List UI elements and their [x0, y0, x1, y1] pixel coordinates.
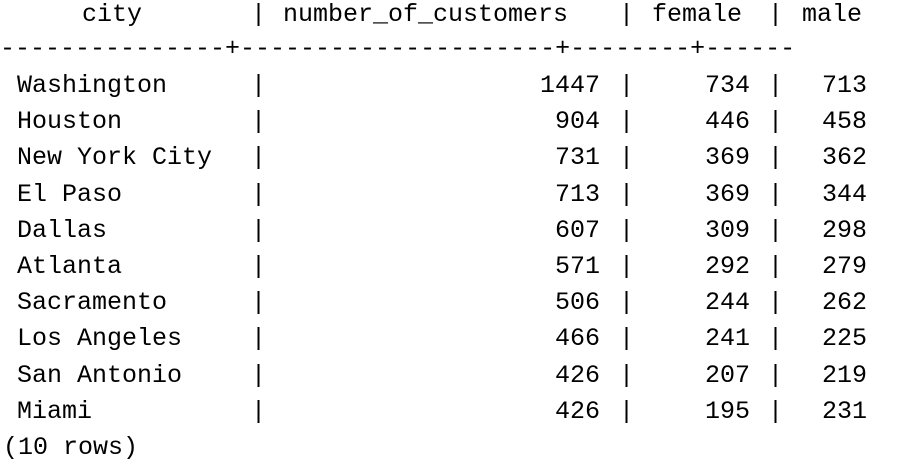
column-separator: | — [619, 360, 635, 390]
cell-city: Miami — [17, 396, 93, 426]
column-separator: | — [619, 288, 635, 318]
header-male: male — [802, 0, 863, 29]
cell-city: Sacramento — [17, 288, 168, 318]
cell-number-of-customers: 506 — [554, 288, 600, 318]
cell-female: 309 — [704, 215, 750, 245]
cell-female: 195 — [704, 396, 750, 426]
cell-male: 225 — [821, 324, 867, 354]
cell-number-of-customers: 1447 — [539, 71, 600, 100]
column-separator: | — [251, 396, 267, 426]
header-city: city — [82, 0, 143, 29]
column-separator: | — [768, 71, 784, 100]
column-separator: | — [619, 0, 635, 29]
cell-male: 219 — [821, 360, 867, 390]
cell-number-of-customers: 713 — [554, 179, 600, 209]
cell-city: Los Angeles — [17, 324, 183, 354]
cell-number-of-customers: 426 — [554, 396, 600, 426]
cell-city: San Antonio — [17, 360, 183, 390]
cell-female: 734 — [704, 71, 750, 100]
cell-number-of-customers: 607 — [554, 215, 600, 245]
column-separator: | — [251, 107, 267, 137]
column-separator: | — [251, 215, 267, 245]
column-separator: | — [251, 360, 267, 390]
row-count-footer: (10 rows) — [3, 433, 139, 462]
column-separator: | — [619, 396, 635, 426]
cell-number-of-customers: 571 — [554, 252, 600, 281]
cell-female: 369 — [704, 143, 750, 173]
cell-female: 369 — [704, 179, 750, 209]
cell-city: New York City — [17, 143, 213, 173]
column-separator: | — [251, 252, 267, 281]
column-separator: | — [251, 71, 267, 100]
cell-number-of-customers: 904 — [554, 107, 600, 137]
column-separator: | — [619, 71, 635, 100]
header-number-of-customers: number_of_customers — [283, 0, 569, 29]
column-separator: | — [619, 215, 635, 245]
column-separator: | — [619, 143, 635, 173]
cell-male: 362 — [821, 143, 867, 173]
column-separator: | — [251, 179, 267, 209]
cell-number-of-customers: 426 — [554, 360, 600, 390]
column-separator: | — [251, 324, 267, 354]
column-separator: | — [619, 252, 635, 281]
column-separator: | — [251, 0, 267, 29]
cell-female: 244 — [704, 288, 750, 318]
cell-city: Dallas — [17, 215, 108, 245]
column-separator: | — [768, 360, 784, 390]
cell-city: Washington — [17, 71, 168, 100]
cell-female: 207 — [704, 360, 750, 390]
column-separator: | — [768, 107, 784, 137]
header-divider: ---------------+---------------------+--… — [0, 34, 796, 63]
cell-male: 279 — [821, 252, 867, 281]
cell-number-of-customers: 731 — [554, 143, 600, 173]
column-separator: | — [768, 143, 784, 173]
cell-female: 292 — [704, 252, 750, 281]
column-separator: | — [251, 288, 267, 318]
column-separator: | — [768, 288, 784, 318]
column-separator: | — [619, 324, 635, 354]
cell-female: 241 — [704, 324, 750, 354]
header-female: female — [652, 0, 743, 29]
cell-male: 262 — [821, 288, 867, 318]
column-separator: | — [768, 396, 784, 426]
cell-male: 713 — [821, 71, 867, 100]
cell-male: 344 — [821, 179, 867, 209]
column-separator: | — [768, 324, 784, 354]
cell-number-of-customers: 466 — [554, 324, 600, 354]
column-separator: | — [768, 215, 784, 245]
column-separator: | — [768, 0, 784, 29]
column-separator: | — [768, 179, 784, 209]
column-separator: | — [251, 143, 267, 173]
column-separator: | — [768, 252, 784, 281]
table-header-row: city | number_of_customers | female | ma… — [0, 0, 862, 36]
cell-city: El Paso — [17, 179, 123, 209]
cell-male: 231 — [821, 396, 867, 426]
column-separator: | — [619, 179, 635, 209]
cell-female: 446 — [704, 107, 750, 137]
cell-male: 458 — [821, 107, 867, 137]
cell-male: 298 — [821, 215, 867, 245]
cell-city: Houston — [17, 107, 123, 137]
column-separator: | — [619, 107, 635, 137]
cell-city: Atlanta — [17, 252, 123, 281]
